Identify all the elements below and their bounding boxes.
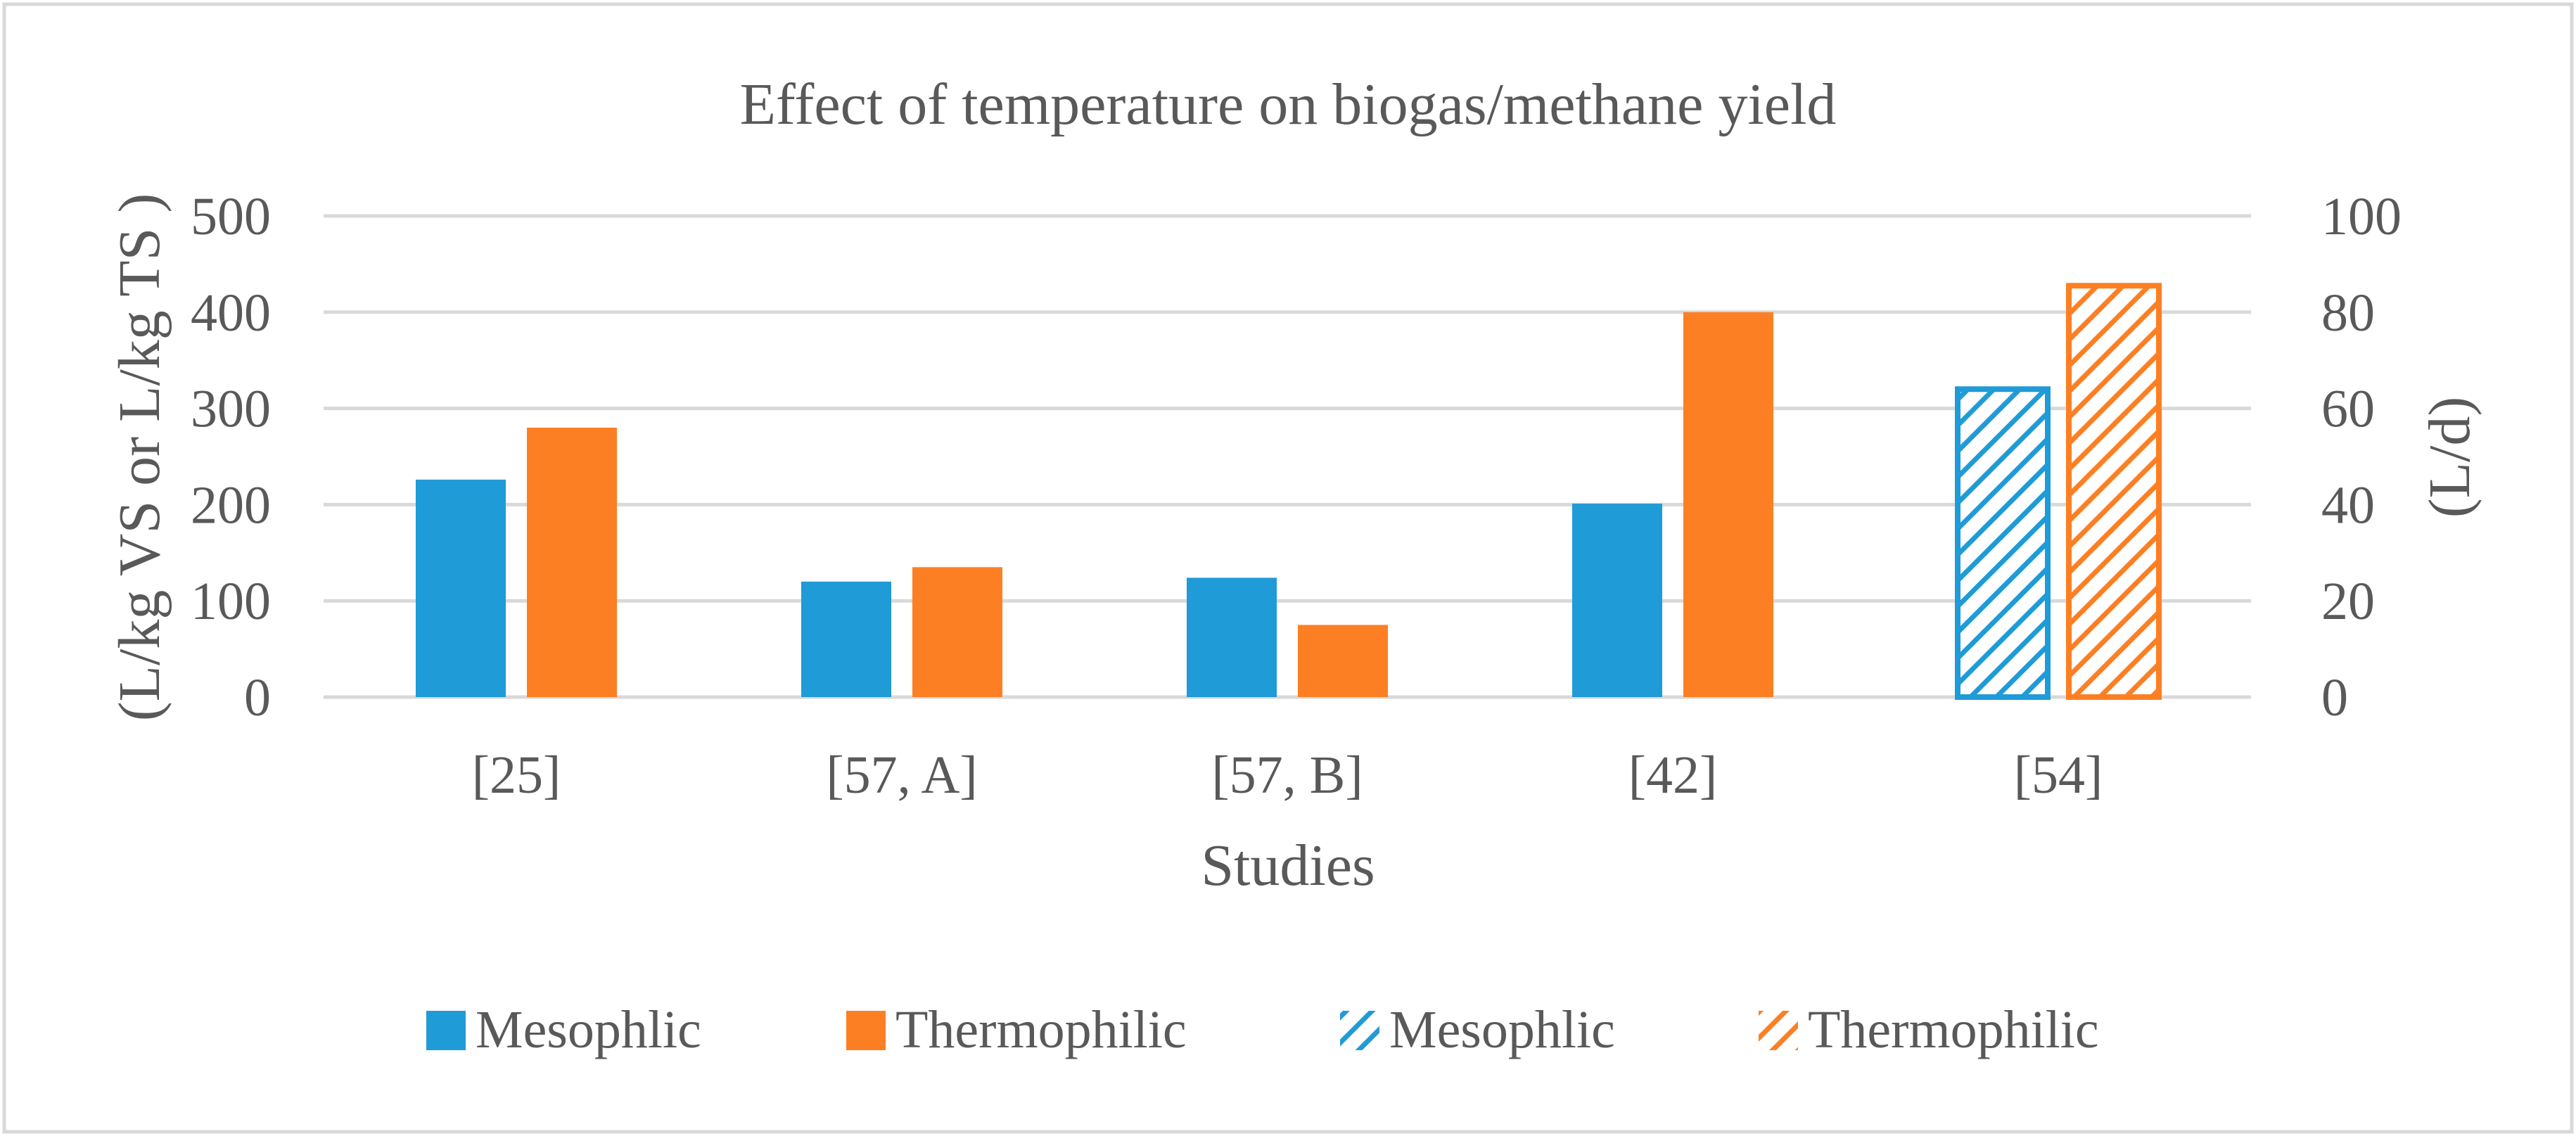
x-tick-label: [25] <box>472 746 561 805</box>
bar-thermophilic <box>527 428 617 697</box>
x-tick-label: [42] <box>1628 746 1718 805</box>
bar-thermophilic <box>1683 312 1773 697</box>
legend-label: Mesophlic <box>476 1000 701 1059</box>
y-tick-label: 400 <box>191 283 271 343</box>
y2-axis-label: (L/d) <box>2417 397 2482 518</box>
y2-tick-label: 100 <box>2321 187 2402 246</box>
x-tick-label: [57, A] <box>826 746 977 805</box>
y-axis-label: (L/kg VS or L/kg TS ) <box>107 193 172 722</box>
legend-swatch-thermophilic <box>846 1011 886 1050</box>
bar-mesophlic <box>801 582 891 697</box>
chart-title: Effect of temperature on biogas/methane … <box>740 72 1837 137</box>
y2-tick-label: 0 <box>2321 668 2348 727</box>
x-axis-label: Studies <box>1201 833 1375 898</box>
y-tick-label: 200 <box>191 476 271 535</box>
legend-swatch-hatched-mesophlic <box>1340 1011 1379 1050</box>
bar-thermophilic <box>912 567 1002 697</box>
bar-hatched-thermophilic <box>2069 286 2159 697</box>
legend-label: Mesophlic <box>1389 1000 1615 1059</box>
chart-border <box>4 4 2572 1132</box>
bar-thermophilic <box>1298 625 1388 697</box>
legend-swatch-mesophlic <box>426 1011 466 1050</box>
legend-label: Thermophilic <box>895 1000 1187 1059</box>
bar-mesophlic <box>1187 577 1277 697</box>
bar-mesophlic <box>1572 504 1662 697</box>
y-tick-label: 500 <box>191 187 271 246</box>
legend-swatch-hatched-thermophilic <box>1759 1011 1798 1050</box>
bar-mesophlic <box>416 480 506 697</box>
legend-label: Thermophilic <box>1808 1000 2099 1059</box>
y2-tick-label: 40 <box>2321 476 2375 535</box>
x-tick-label: [54] <box>2014 746 2103 805</box>
y-tick-label: 0 <box>244 668 271 727</box>
y-tick-label: 300 <box>191 380 271 439</box>
y-tick-label: 100 <box>191 572 271 631</box>
y2-tick-label: 20 <box>2321 572 2375 631</box>
bar-hatched-mesophlic <box>1958 389 2048 697</box>
y2-tick-label: 80 <box>2321 283 2375 343</box>
y2-tick-label: 60 <box>2321 380 2375 439</box>
x-tick-label: [57, B] <box>1211 746 1363 805</box>
